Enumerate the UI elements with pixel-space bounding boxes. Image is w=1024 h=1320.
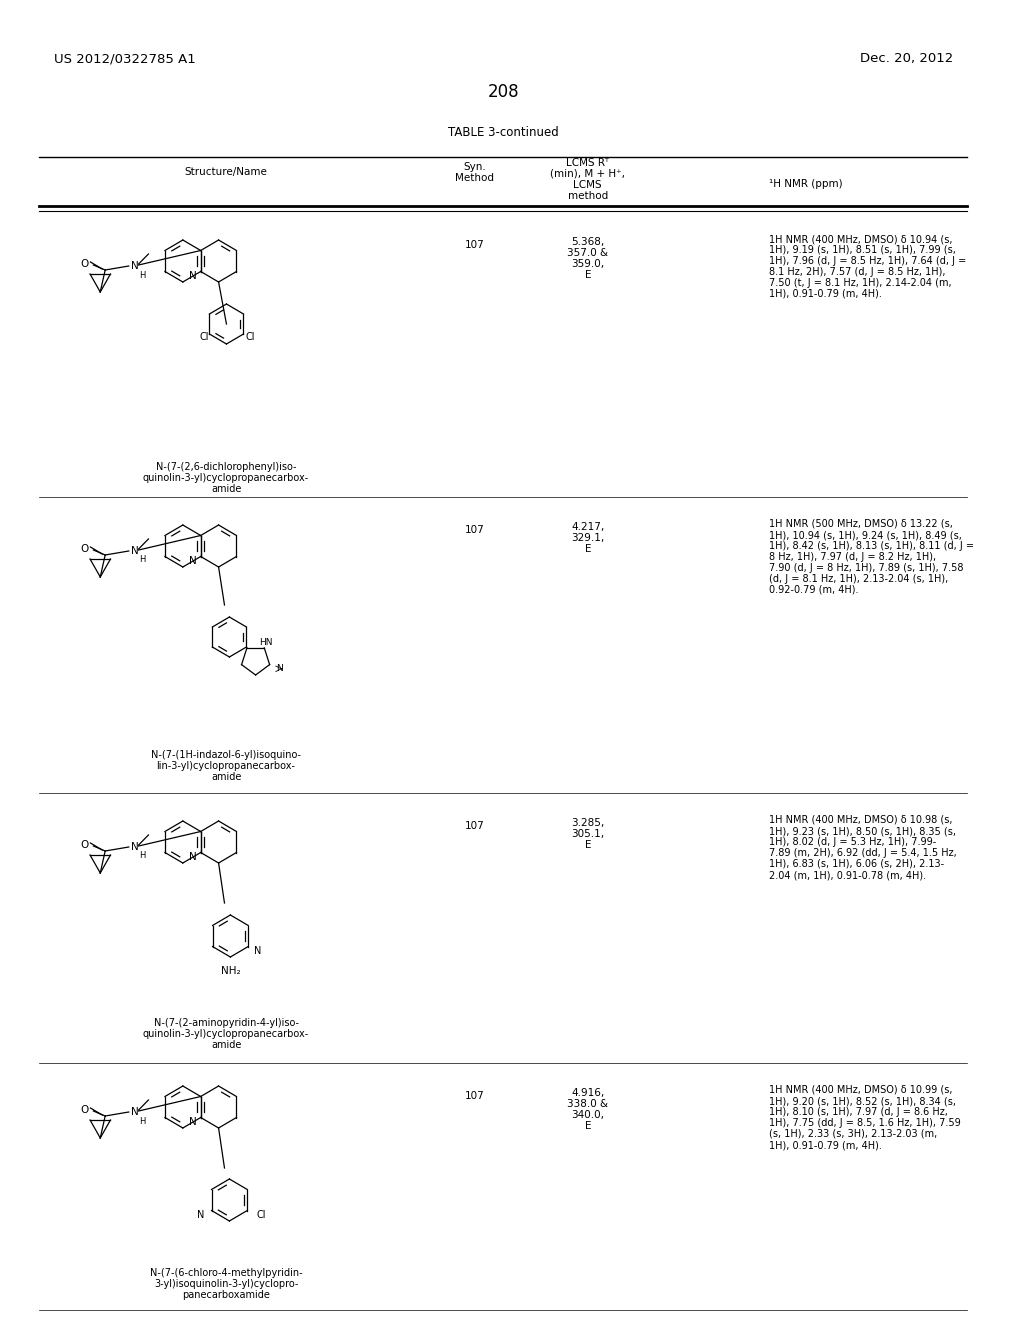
Text: 107: 107 [465, 525, 484, 535]
Text: O: O [81, 544, 89, 554]
Text: N: N [275, 664, 283, 673]
Text: N: N [189, 851, 197, 862]
Text: 1H), 7.75 (dd, J = 8.5, 1.6 Hz, 1H), 7.59: 1H), 7.75 (dd, J = 8.5, 1.6 Hz, 1H), 7.5… [769, 1118, 961, 1129]
Text: 1H), 10.94 (s, 1H), 9.24 (s, 1H), 8.49 (s,: 1H), 10.94 (s, 1H), 9.24 (s, 1H), 8.49 (… [769, 531, 962, 540]
Text: N: N [198, 1210, 205, 1220]
Text: N-(7-(2-aminopyridin-4-yl)iso-: N-(7-(2-aminopyridin-4-yl)iso- [154, 1018, 299, 1028]
Text: Method: Method [456, 173, 495, 183]
Text: US 2012/0322785 A1: US 2012/0322785 A1 [54, 51, 196, 65]
Text: 107: 107 [465, 821, 484, 832]
Text: O: O [81, 840, 89, 850]
Text: 1H), 0.91-0.79 (m, 4H).: 1H), 0.91-0.79 (m, 4H). [769, 1140, 882, 1150]
Text: 1H), 6.83 (s, 1H), 6.06 (s, 2H), 2.13-: 1H), 6.83 (s, 1H), 6.06 (s, 2H), 2.13- [769, 859, 944, 869]
Text: N: N [189, 271, 197, 281]
Text: TABLE 3-continued: TABLE 3-continued [447, 125, 559, 139]
Text: Syn.: Syn. [464, 162, 486, 172]
Text: amide: amide [211, 1040, 242, 1049]
Text: E: E [585, 544, 591, 554]
Text: E: E [585, 1121, 591, 1131]
Text: N-(7-(2,6-dichlorophenyl)iso-: N-(7-(2,6-dichlorophenyl)iso- [156, 462, 296, 473]
Text: N: N [189, 556, 197, 566]
Text: 7.50 (t, J = 8.1 Hz, 1H), 2.14-2.04 (m,: 7.50 (t, J = 8.1 Hz, 1H), 2.14-2.04 (m, [769, 279, 951, 288]
Text: 107: 107 [465, 240, 484, 249]
Text: 1H NMR (500 MHz, DMSO) δ 13.22 (s,: 1H NMR (500 MHz, DMSO) δ 13.22 (s, [769, 519, 952, 529]
Text: O: O [81, 259, 89, 269]
Text: E: E [585, 840, 591, 850]
Text: 1H), 8.10 (s, 1H), 7.97 (d, J = 8.6 Hz,: 1H), 8.10 (s, 1H), 7.97 (d, J = 8.6 Hz, [769, 1107, 947, 1117]
Text: (s, 1H), 2.33 (s, 3H), 2.13-2.03 (m,: (s, 1H), 2.33 (s, 3H), 2.13-2.03 (m, [769, 1129, 937, 1139]
Text: 5.368,: 5.368, [571, 238, 604, 247]
Text: quinolin-3-yl)cyclopropanecarbox-: quinolin-3-yl)cyclopropanecarbox- [143, 473, 309, 483]
Text: 305.1,: 305.1, [571, 829, 604, 840]
Text: 1H NMR (400 MHz, DMSO) δ 10.99 (s,: 1H NMR (400 MHz, DMSO) δ 10.99 (s, [769, 1085, 952, 1096]
Text: amide: amide [211, 772, 242, 781]
Text: 357.0 &: 357.0 & [567, 248, 608, 257]
Text: H: H [139, 271, 145, 280]
Text: N-(7-(6-chloro-4-methylpyridin-: N-(7-(6-chloro-4-methylpyridin- [150, 1269, 302, 1278]
Text: Cl: Cl [246, 333, 255, 342]
Text: 1H), 9.19 (s, 1H), 8.51 (s, 1H), 7.99 (s,: 1H), 9.19 (s, 1H), 8.51 (s, 1H), 7.99 (s… [769, 246, 955, 255]
Text: (d, J = 8.1 Hz, 1H), 2.13-2.04 (s, 1H),: (d, J = 8.1 Hz, 1H), 2.13-2.04 (s, 1H), [769, 574, 948, 583]
Text: (min), M + H⁺,: (min), M + H⁺, [550, 169, 626, 180]
Text: O: O [81, 1105, 89, 1115]
Text: 1H), 8.42 (s, 1H), 8.13 (s, 1H), 8.11 (d, J =: 1H), 8.42 (s, 1H), 8.13 (s, 1H), 8.11 (d… [769, 541, 974, 550]
Text: 359.0,: 359.0, [571, 259, 604, 269]
Text: Structure/Name: Structure/Name [184, 168, 267, 177]
Text: 1H), 0.91-0.79 (m, 4H).: 1H), 0.91-0.79 (m, 4H). [769, 289, 882, 300]
Text: N: N [131, 261, 138, 271]
Text: Cl: Cl [200, 333, 209, 342]
Text: 8 Hz, 1H), 7.97 (d, J = 8.2 Hz, 1H),: 8 Hz, 1H), 7.97 (d, J = 8.2 Hz, 1H), [769, 552, 936, 562]
Text: H: H [139, 556, 145, 565]
Text: N: N [189, 1117, 197, 1127]
Text: 1H), 9.20 (s, 1H), 8.52 (s, 1H), 8.34 (s,: 1H), 9.20 (s, 1H), 8.52 (s, 1H), 8.34 (s… [769, 1096, 955, 1106]
Text: H: H [139, 851, 145, 861]
Text: N: N [254, 946, 261, 956]
Text: N: N [131, 1107, 138, 1117]
Text: 4.217,: 4.217, [571, 521, 604, 532]
Text: LCMS: LCMS [573, 180, 602, 190]
Text: 0.92-0.79 (m, 4H).: 0.92-0.79 (m, 4H). [769, 585, 858, 595]
Text: Dec. 20, 2012: Dec. 20, 2012 [860, 51, 953, 65]
Text: 340.0,: 340.0, [571, 1110, 604, 1119]
Text: 8.1 Hz, 2H), 7.57 (d, J = 8.5 Hz, 1H),: 8.1 Hz, 2H), 7.57 (d, J = 8.5 Hz, 1H), [769, 267, 945, 277]
Text: 338.0 &: 338.0 & [567, 1100, 608, 1109]
Text: 1H), 7.96 (d, J = 8.5 Hz, 1H), 7.64 (d, J =: 1H), 7.96 (d, J = 8.5 Hz, 1H), 7.64 (d, … [769, 256, 966, 267]
Text: lin-3-yl)cyclopropanecarbox-: lin-3-yl)cyclopropanecarbox- [157, 762, 296, 771]
Text: N: N [131, 546, 138, 556]
Text: ¹H NMR (ppm): ¹H NMR (ppm) [769, 180, 843, 189]
Text: panecarboxamide: panecarboxamide [182, 1290, 270, 1300]
Text: 4.916,: 4.916, [571, 1088, 604, 1098]
Text: H: H [139, 1117, 145, 1126]
Text: amide: amide [211, 484, 242, 494]
Text: 3.285,: 3.285, [571, 818, 604, 828]
Text: 1H), 8.02 (d, J = 5.3 Hz, 1H), 7.99-: 1H), 8.02 (d, J = 5.3 Hz, 1H), 7.99- [769, 837, 936, 847]
Text: 1H NMR (400 MHz, DMSO) δ 10.98 (s,: 1H NMR (400 MHz, DMSO) δ 10.98 (s, [769, 814, 952, 825]
Text: method: method [567, 191, 608, 201]
Text: LCMS Rᵀ: LCMS Rᵀ [566, 158, 609, 168]
Text: 329.1,: 329.1, [571, 533, 604, 543]
Text: HN: HN [260, 638, 273, 647]
Text: 1H), 9.23 (s, 1H), 8.50 (s, 1H), 8.35 (s,: 1H), 9.23 (s, 1H), 8.50 (s, 1H), 8.35 (s… [769, 826, 955, 836]
Text: 107: 107 [465, 1092, 484, 1101]
Text: 3-yl)isoquinolin-3-yl)cyclopro-: 3-yl)isoquinolin-3-yl)cyclopro- [154, 1279, 298, 1290]
Text: 7.90 (d, J = 8 Hz, 1H), 7.89 (s, 1H), 7.58: 7.90 (d, J = 8 Hz, 1H), 7.89 (s, 1H), 7.… [769, 564, 964, 573]
Text: NH₂: NH₂ [220, 966, 241, 975]
Text: N-(7-(1H-indazol-6-yl)isoquino-: N-(7-(1H-indazol-6-yl)isoquino- [152, 750, 301, 760]
Text: 208: 208 [487, 83, 519, 102]
Text: 1H NMR (400 MHz, DMSO) δ 10.94 (s,: 1H NMR (400 MHz, DMSO) δ 10.94 (s, [769, 234, 952, 244]
Text: E: E [585, 271, 591, 280]
Text: N: N [131, 842, 138, 851]
Text: 2.04 (m, 1H), 0.91-0.78 (m, 4H).: 2.04 (m, 1H), 0.91-0.78 (m, 4H). [769, 870, 926, 880]
Text: 7.89 (m, 2H), 6.92 (dd, J = 5.4, 1.5 Hz,: 7.89 (m, 2H), 6.92 (dd, J = 5.4, 1.5 Hz, [769, 847, 956, 858]
Text: quinolin-3-yl)cyclopropanecarbox-: quinolin-3-yl)cyclopropanecarbox- [143, 1030, 309, 1039]
Text: Cl: Cl [256, 1210, 265, 1220]
